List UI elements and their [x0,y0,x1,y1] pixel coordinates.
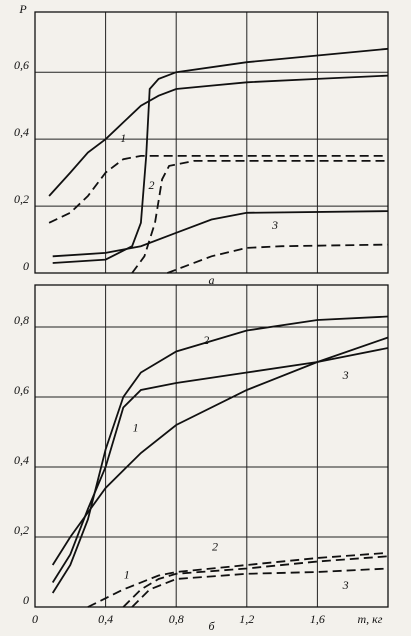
y-tick-label: 0,4 [14,125,29,139]
curve [122,555,389,608]
curve-label: 2 [203,333,209,347]
panel-label: б [208,619,215,633]
y-tick-label: 0 [23,259,29,273]
y-tick-label: 0,6 [14,58,29,72]
curve-label: 1 [120,131,126,145]
curve [48,74,389,197]
y-tick-label: 0 [23,593,29,607]
curve [48,155,388,224]
panel-label: а [209,273,215,287]
curve [51,315,389,594]
x-axis-label: m, кг [358,612,383,626]
curve-label: 3 [342,368,349,382]
x-tick-label: 0,4 [98,612,113,626]
curve [131,567,389,608]
curve [52,47,389,264]
y-tick-label: 0,2 [14,192,29,206]
curve-label: 2 [212,539,218,553]
curve [167,243,389,274]
y-tick-label: 0,8 [14,313,29,327]
curve-label: 3 [271,218,278,232]
y-axis-label: P [18,2,27,16]
x-tick-label: 1,6 [310,612,325,626]
curve [52,210,389,258]
curve-label: 1 [133,420,139,434]
x-tick-label: 0 [32,612,38,626]
plot-frame [34,284,389,608]
y-tick-label: 0,6 [14,383,29,397]
x-tick-label: 0,8 [169,612,184,626]
curve [51,336,389,566]
y-tick-label: 0,2 [14,523,29,537]
y-tick-label: 0,4 [14,453,29,467]
curve [131,160,388,274]
x-tick-label: 1,2 [239,612,254,626]
curve-label: 2 [148,178,154,192]
plot-frame [34,11,389,274]
curve-label: 3 [342,578,349,592]
curve-label: 1 [124,567,130,581]
curve [51,347,389,583]
